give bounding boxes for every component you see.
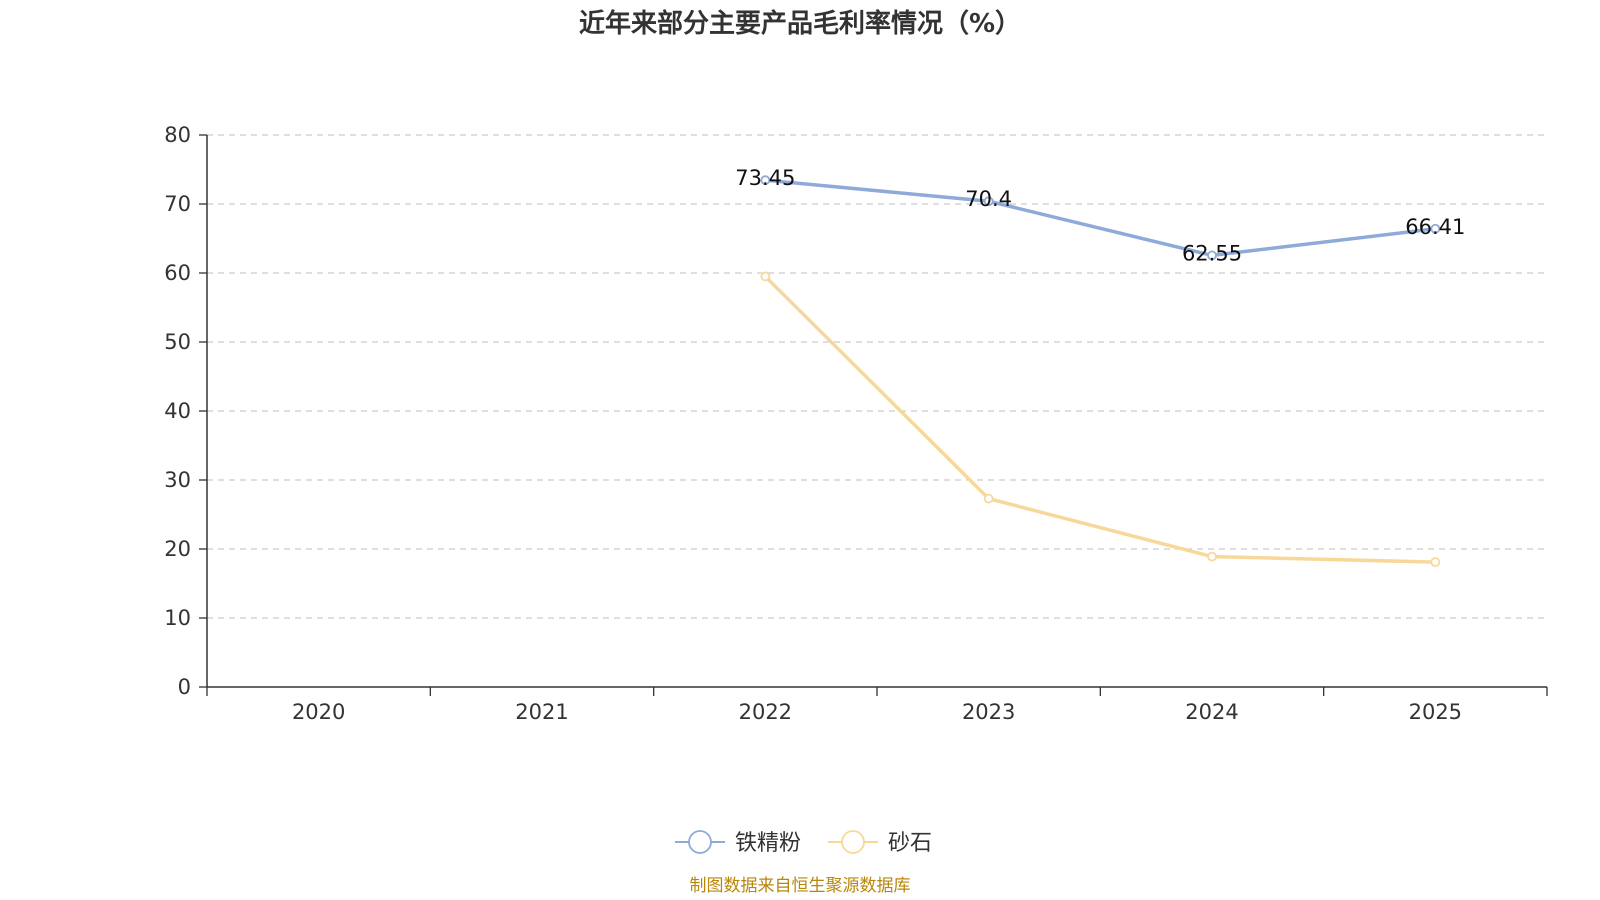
source-note: 制图数据来自恒生聚源数据库 (690, 876, 911, 896)
data-labels: 73.45 70.4 62.55 66.41 (735, 166, 1465, 265)
y-tick-label: 70 (164, 192, 191, 216)
chart-title: 近年来部分主要产品毛利率情况（%） (579, 8, 1021, 39)
legend-circle-icon (688, 830, 712, 854)
data-point[interactable] (1207, 551, 1217, 562)
grid-lines (207, 134, 1547, 619)
legend-label: 砂石 (888, 831, 932, 856)
data-label: 62.55 (1182, 241, 1242, 265)
series-line-0 (765, 178, 1436, 258)
x-tick-label: 2024 (1185, 700, 1238, 724)
x-tick-label: 2023 (962, 700, 1015, 724)
data-point[interactable] (760, 271, 771, 282)
y-tick-label: 50 (164, 330, 191, 354)
data-point[interactable] (1430, 557, 1441, 568)
data-point[interactable] (1207, 250, 1217, 261)
axes: 0 10 20 30 40 50 60 70 80 2020 2021 2022 2023 2024 202… (164, 123, 1548, 724)
y-tick-label: 0 (178, 675, 191, 699)
x-tick-label: 2020 (292, 700, 345, 724)
legend-label: 铁精粉 (735, 831, 801, 856)
data-label: 66.41 (1405, 215, 1465, 239)
data-point[interactable] (760, 175, 771, 186)
series-line-1 (764, 275, 1436, 564)
legend-circle-icon (841, 830, 865, 854)
legend-item-0[interactable]: 铁精粉 (675, 830, 801, 856)
y-tick-label: 80 (164, 123, 191, 147)
legend-item-1[interactable]: 砂石 (828, 830, 932, 856)
y-tick-label: 40 (164, 399, 191, 423)
y-tick-label: 10 (164, 606, 191, 630)
data-label: 70.4 (965, 187, 1012, 211)
y-tick-label: 20 (164, 537, 191, 561)
x-tick-label: 2022 (739, 700, 792, 724)
x-tick-label: 2021 (515, 700, 568, 724)
y-tick-label: 30 (164, 468, 191, 492)
data-label: 73.45 (735, 166, 795, 190)
data-point[interactable] (983, 196, 994, 207)
data-point[interactable] (1430, 223, 1441, 234)
data-point[interactable] (983, 493, 994, 504)
x-tick-label: 2025 (1409, 700, 1462, 724)
y-tick-label: 60 (164, 261, 191, 285)
legend[interactable]: 铁精粉 砂石 (675, 830, 932, 856)
series (760, 175, 1441, 568)
